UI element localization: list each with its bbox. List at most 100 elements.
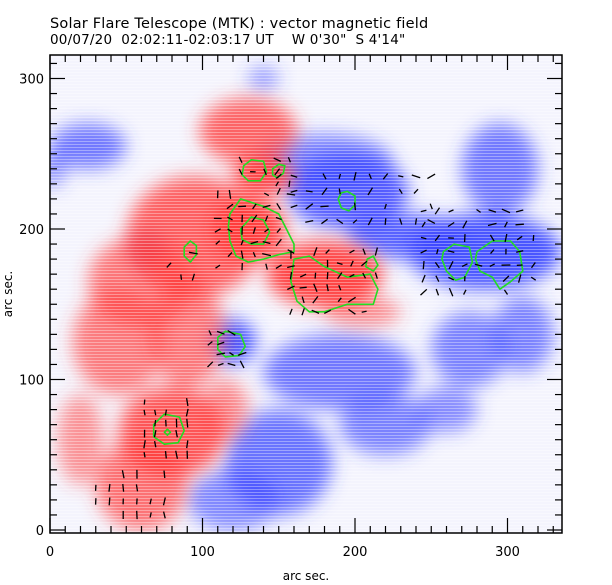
vector-red-south [175, 429, 178, 438]
pointing-west: W 0'30" [291, 32, 347, 48]
vector-south-central [349, 249, 355, 254]
vector-red-south-tail [162, 497, 166, 506]
vector-east-blue [476, 208, 481, 213]
vector-north-west [384, 203, 387, 210]
vector-red-south [153, 440, 157, 448]
vector-south-central [348, 308, 356, 315]
vector-north-west [321, 187, 328, 196]
vector-south-central [301, 308, 305, 316]
vector-central [275, 264, 282, 269]
vector-south-central [347, 296, 356, 303]
y-axis-label: arc sec. [1, 271, 15, 317]
vector-blue-south [208, 330, 212, 336]
vector-east-blue [435, 288, 440, 296]
pointing-south: S 4'14" [355, 32, 406, 48]
vector-north-west [321, 218, 328, 225]
vector-east-blue [461, 263, 468, 267]
vector-east-blue [517, 274, 522, 283]
vector-north-west [290, 204, 298, 209]
vector-south-central [313, 283, 318, 292]
vector-south-central [362, 272, 367, 279]
vector-north-west [427, 219, 436, 224]
vector-east-blue [434, 262, 440, 269]
vector-east-blue [447, 221, 455, 228]
vector-red-south [164, 409, 168, 416]
vector-red-south [186, 440, 189, 449]
vector-red-south [175, 450, 179, 459]
vector-blue-south [207, 361, 214, 368]
y-tick-label: 0 [36, 524, 44, 539]
vector-east-blue [501, 208, 511, 214]
vector-east-red [180, 274, 183, 280]
vector-south-central [324, 309, 332, 314]
vector-east-blue [516, 250, 524, 253]
vector-central [215, 264, 221, 269]
magnetogram-image [50, 55, 562, 533]
vector-east-blue [490, 249, 495, 255]
vector-south-central [299, 273, 307, 278]
vector-central [265, 263, 268, 270]
contour-red-south-inner [163, 428, 172, 437]
vector-south-central [299, 286, 307, 289]
vector-north-west [411, 174, 421, 179]
vector-south-central [337, 272, 343, 280]
vector-south-central [338, 284, 342, 291]
vector-north-west [398, 188, 403, 195]
vector-north-west [398, 175, 404, 178]
vector-blue-south [237, 351, 247, 356]
vector-north-west [338, 173, 342, 179]
vector-north-west [305, 219, 314, 223]
vector-east-blue [515, 223, 524, 226]
vector-north [263, 168, 267, 176]
vector-central [215, 240, 221, 245]
x-tick-label: 0 [46, 545, 54, 560]
vector-central [287, 265, 295, 269]
vector-north-west [322, 173, 327, 180]
vector-blue-south [217, 362, 224, 367]
vector-north-west [290, 174, 298, 178]
vector-south-central [312, 296, 319, 304]
x-tick-label: 200 [343, 545, 368, 560]
vector-south-central [287, 285, 295, 291]
vector-central [227, 252, 233, 258]
plot-frame [49, 54, 563, 534]
vector-blue-south [216, 330, 225, 335]
vector-south-central [349, 273, 355, 278]
vector-north-west [305, 203, 314, 210]
vector-north [287, 157, 292, 163]
vector-central [275, 216, 282, 221]
vector-east-red [166, 262, 172, 268]
vector-north [274, 168, 281, 176]
vector-central [250, 240, 259, 245]
contour-small-blue [364, 255, 379, 272]
vector-north-west [338, 188, 341, 195]
vector-east-blue [421, 274, 426, 283]
vector-east-blue [447, 250, 455, 254]
vector-central [226, 203, 234, 210]
vector-north-west [413, 188, 419, 194]
vector-red-south-tail [121, 470, 125, 479]
contour-central-outer [227, 198, 295, 263]
vector-red-south [186, 418, 189, 428]
vector-central [228, 189, 232, 199]
vector-red-south [154, 419, 157, 427]
contour-red-south [152, 413, 185, 446]
vector-south-central [337, 297, 342, 303]
vector-red-south [154, 409, 157, 416]
y-tick-label: 100 [19, 374, 44, 389]
vector-red-south-tail [122, 483, 125, 492]
vector-blue-south [207, 340, 213, 346]
vector-south-central [350, 260, 354, 267]
vector-south-central [289, 308, 293, 315]
vector-central [251, 214, 258, 223]
vector-red-south-tail [149, 498, 152, 505]
vector-red-south [143, 451, 146, 458]
vector-east-blue [421, 221, 426, 228]
vector-east-blue [462, 220, 468, 229]
vector-north [275, 181, 280, 187]
vector-south-central [301, 296, 305, 304]
vector-blue-south [216, 352, 226, 356]
vector-north-west [353, 171, 357, 181]
vector-south-central [362, 248, 366, 255]
vector-central [263, 192, 270, 197]
